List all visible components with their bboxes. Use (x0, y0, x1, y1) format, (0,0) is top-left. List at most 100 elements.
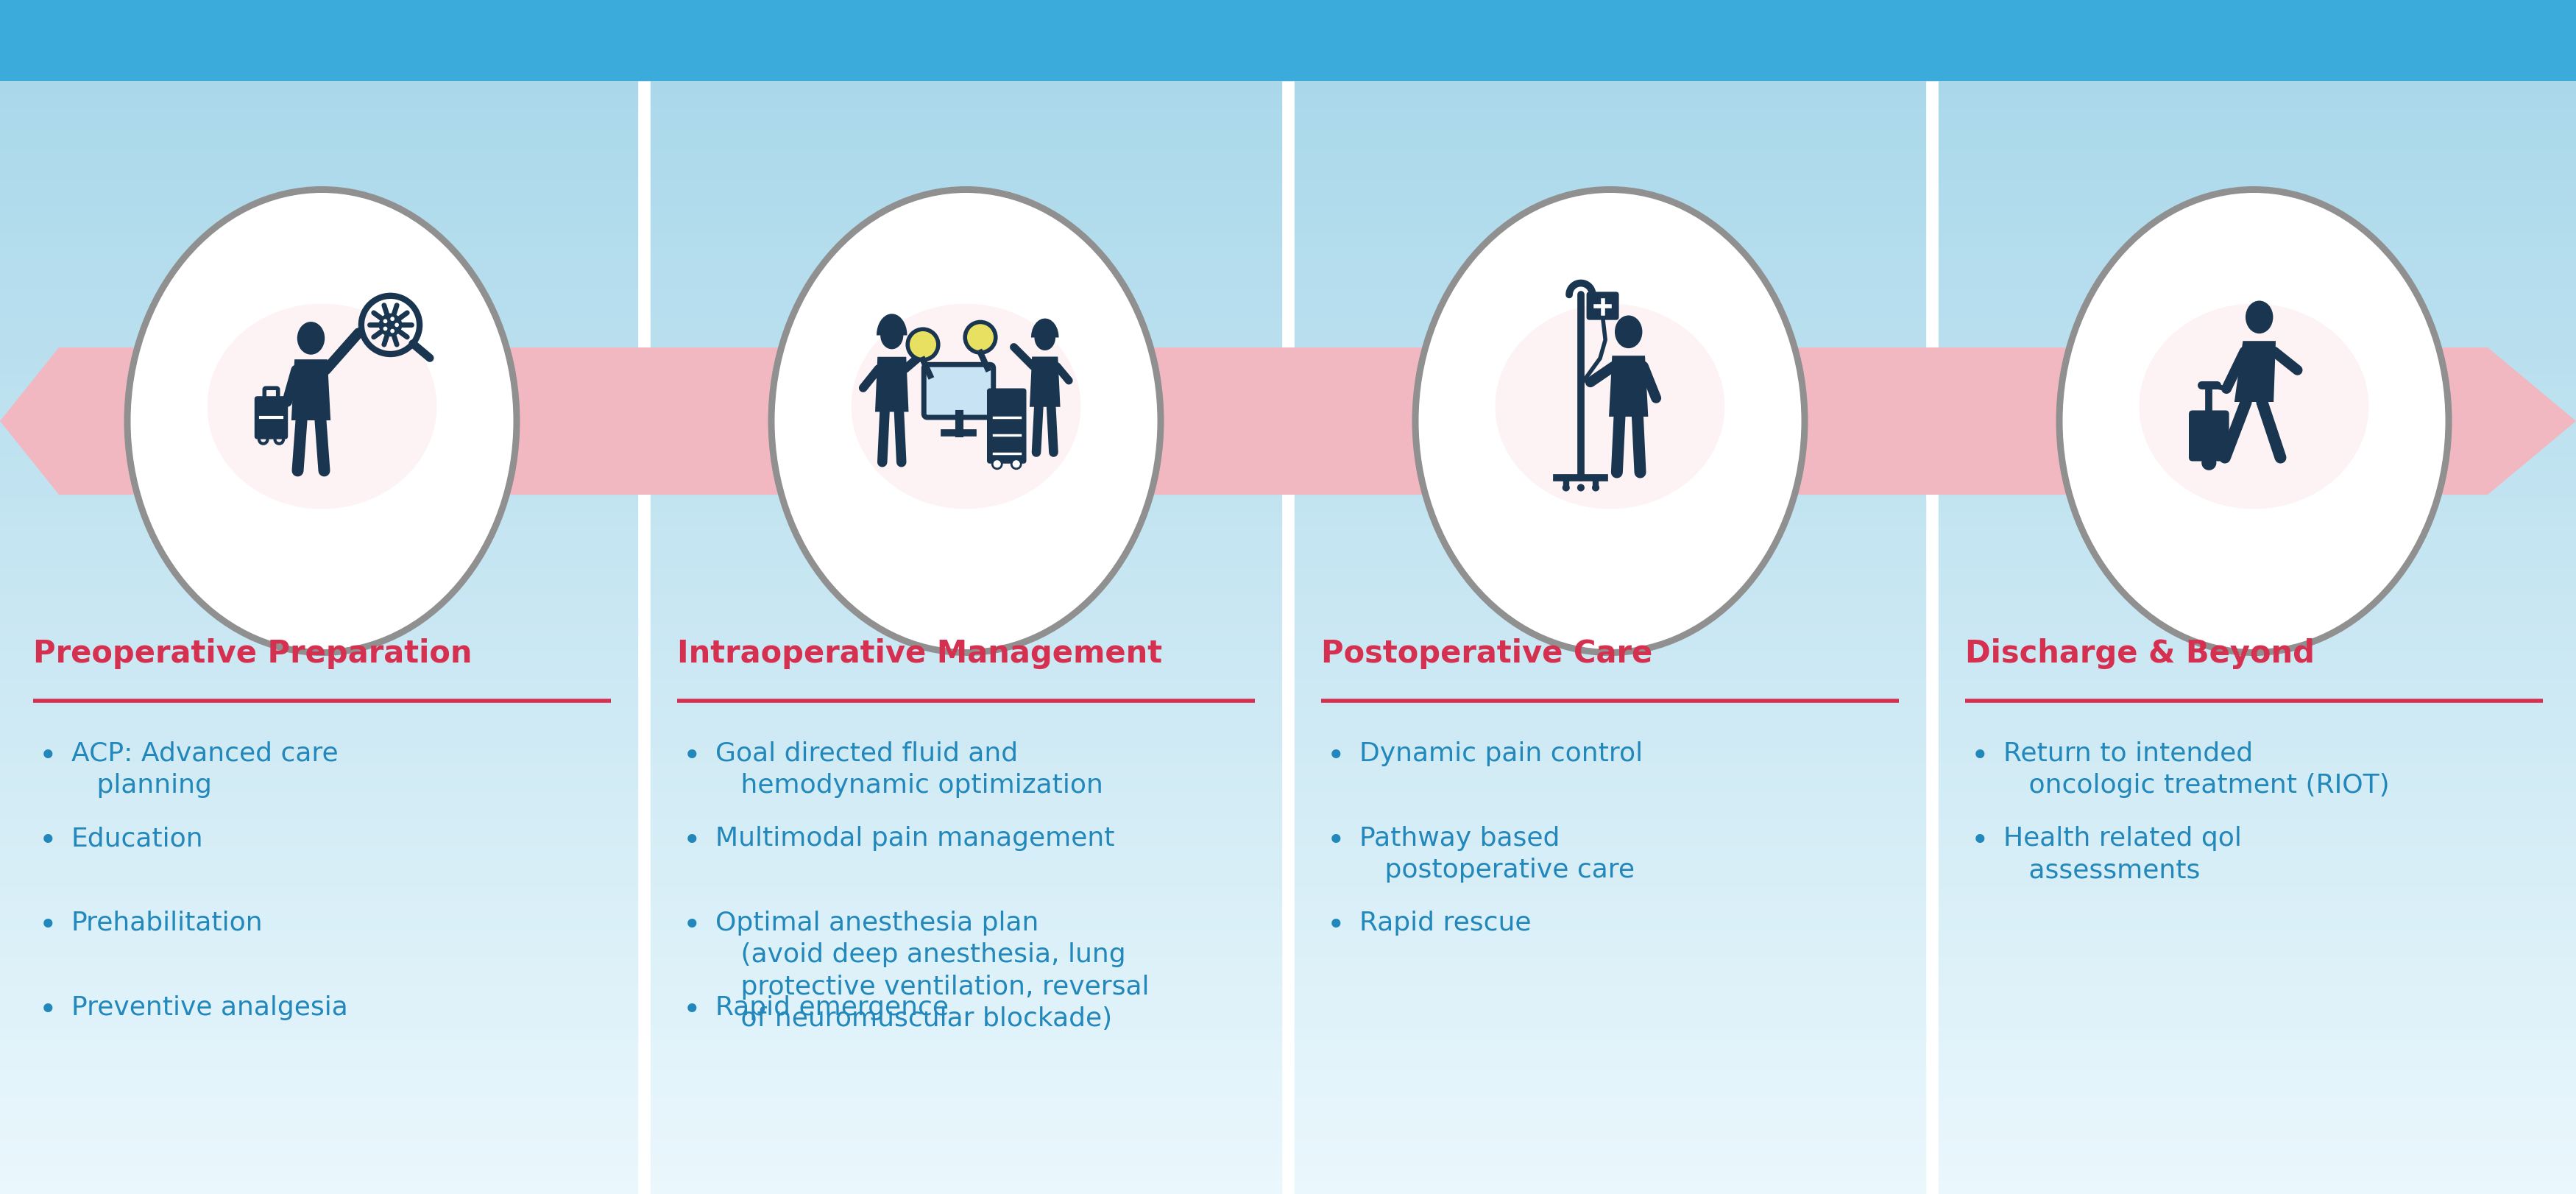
Bar (0, 527, 2576, 540)
Bar (0, 568, 2576, 581)
Bar (0, 261, 2576, 276)
Polygon shape (1610, 356, 1649, 417)
Bar (0, 874, 2576, 888)
Bar (0, 721, 2576, 734)
Bar (0, 916, 2576, 930)
Bar (0, 178, 2576, 192)
Text: Preventive analgesia: Preventive analgesia (72, 996, 348, 1021)
Bar (0, 818, 2576, 832)
Bar (0, 581, 2576, 596)
FancyBboxPatch shape (255, 396, 289, 439)
Circle shape (379, 313, 402, 337)
Bar (0, 832, 2576, 847)
Bar (0, 776, 2576, 790)
Bar (0, 554, 2576, 568)
Bar (0, 374, 2576, 387)
Bar (0, 1014, 2576, 1027)
Circle shape (1592, 484, 1600, 492)
Text: •: • (39, 826, 57, 857)
Text: Postoperative Care: Postoperative Care (1321, 639, 1654, 669)
Text: •: • (39, 911, 57, 942)
Bar (0, 901, 2576, 916)
Ellipse shape (1615, 315, 1643, 349)
Text: Discharge & Beyond: Discharge & Beyond (1965, 639, 2316, 669)
Bar (0, 763, 2576, 776)
Ellipse shape (775, 193, 1157, 650)
Ellipse shape (2056, 186, 2452, 656)
Bar (0, 1180, 2576, 1194)
Bar (0, 443, 2576, 456)
Ellipse shape (1412, 186, 1808, 656)
Bar (0, 276, 2576, 290)
Bar (0, 1167, 2576, 1180)
Circle shape (392, 316, 394, 321)
Bar (0, 234, 2576, 248)
Bar (0, 707, 2576, 721)
Bar (0, 1138, 2576, 1152)
Text: Goal directed fluid and
   hemodynamic optimization: Goal directed fluid and hemodynamic opti… (716, 741, 1103, 799)
Text: •: • (683, 911, 701, 942)
Bar (0, 248, 2576, 261)
Ellipse shape (2246, 301, 2272, 333)
Bar (0, 999, 2576, 1014)
Circle shape (992, 460, 1002, 469)
Bar (0, 429, 2576, 443)
Ellipse shape (1419, 193, 1801, 650)
Bar (0, 303, 2576, 318)
Bar (0, 540, 2576, 554)
Text: Education: Education (72, 826, 204, 851)
Ellipse shape (296, 321, 325, 355)
Text: Multimodal pain management: Multimodal pain management (716, 826, 1115, 851)
Circle shape (2202, 455, 2215, 470)
Text: Rapid rescue: Rapid rescue (1360, 911, 1530, 936)
Bar (0, 332, 2576, 345)
Circle shape (1012, 460, 1020, 469)
Bar (0, 847, 2576, 860)
Polygon shape (1030, 357, 1061, 407)
Text: •: • (683, 996, 701, 1026)
Bar (0, 290, 2576, 303)
Bar (0, 220, 2576, 234)
Bar (0, 401, 2576, 414)
Circle shape (394, 322, 399, 327)
Bar (0, 734, 2576, 749)
Bar (0, 165, 2576, 178)
Circle shape (392, 328, 394, 333)
Bar (0, 456, 2576, 470)
Bar (0, 805, 2576, 818)
FancyBboxPatch shape (1587, 291, 1618, 320)
Circle shape (966, 322, 997, 352)
Bar (0, 790, 2576, 805)
Polygon shape (876, 314, 907, 336)
FancyBboxPatch shape (987, 388, 1025, 463)
Ellipse shape (1494, 303, 1726, 509)
Bar (0, 207, 2576, 220)
Text: Dynamic pain control: Dynamic pain control (1360, 741, 1643, 767)
Text: •: • (1327, 741, 1345, 773)
Bar (0, 1083, 2576, 1096)
Bar (0, 1110, 2576, 1125)
Polygon shape (0, 347, 2576, 494)
Bar (0, 1069, 2576, 1083)
Bar (0, 610, 2576, 623)
FancyBboxPatch shape (2190, 411, 2228, 461)
Text: •: • (39, 996, 57, 1026)
Bar (0, 694, 2576, 707)
Circle shape (384, 319, 386, 324)
Bar (0, 1152, 2576, 1167)
Text: •: • (1971, 741, 1989, 773)
Bar (0, 94, 2576, 109)
Text: Optimal anesthesia plan
   (avoid deep anesthesia, lung
   protective ventilatio: Optimal anesthesia plan (avoid deep anes… (716, 911, 1149, 1032)
Bar (0, 623, 2576, 638)
Bar (0, 1096, 2576, 1110)
Bar (0, 1041, 2576, 1054)
Text: •: • (1327, 826, 1345, 857)
Bar (0, 985, 2576, 999)
Polygon shape (1030, 319, 1059, 338)
Ellipse shape (881, 321, 904, 349)
Polygon shape (2233, 341, 2275, 402)
Bar (0, 414, 2576, 429)
Text: Intraoperative Management: Intraoperative Management (677, 639, 1162, 669)
Bar (0, 972, 2576, 985)
Text: •: • (39, 741, 57, 773)
